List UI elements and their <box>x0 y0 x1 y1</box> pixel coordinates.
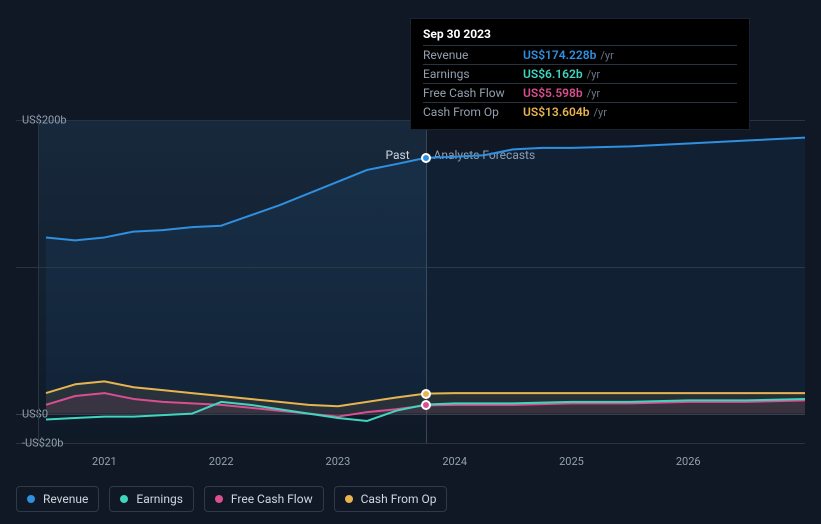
tooltip-row-label: Revenue <box>423 48 523 62</box>
tooltip-date: Sep 30 2023 <box>423 27 737 41</box>
series-marker-revenue <box>421 153 431 163</box>
tooltip-row-label: Earnings <box>423 67 523 81</box>
x-axis-label: 2025 <box>559 455 584 468</box>
hover-tooltip: Sep 30 2023 Revenue US$174.228b /yr Earn… <box>410 18 750 130</box>
series-svg <box>16 120 805 443</box>
series-marker-cash_from_op <box>421 389 431 399</box>
tooltip-row-value: US$5.598b <box>523 86 583 100</box>
tooltip-row-unit: /yr <box>587 68 600 81</box>
legend-dot-icon <box>215 495 223 503</box>
legend-item-label: Free Cash Flow <box>231 492 313 506</box>
tooltip-row: Revenue US$174.228b /yr <box>423 45 737 64</box>
x-axis-label: 2022 <box>209 455 234 468</box>
legend-dot-icon <box>27 495 35 503</box>
plot-area[interactable]: US$200bUS$0-US$20bPastAnalysts Forecasts <box>16 120 805 443</box>
tooltip-row-label: Cash From Op <box>423 105 523 119</box>
tooltip-row-unit: /yr <box>600 49 613 62</box>
tooltip-row: Cash From Op US$13.604b /yr <box>423 102 737 121</box>
tooltip-row-value: US$6.162b <box>523 67 583 81</box>
financial-forecast-chart: US$200bUS$0-US$20bPastAnalysts Forecasts… <box>0 0 821 524</box>
legend-item-label: Cash From Op <box>361 492 437 506</box>
series-area-revenue <box>46 138 805 414</box>
legend-dot-icon <box>120 495 128 503</box>
legend-item-revenue[interactable]: Revenue <box>16 486 99 512</box>
tooltip-row-value: US$13.604b <box>523 105 590 119</box>
tooltip-row-value: US$174.228b <box>523 48 596 62</box>
legend-item-label: Earnings <box>136 492 183 506</box>
gridline <box>16 443 805 444</box>
legend: Revenue Earnings Free Cash Flow Cash Fro… <box>16 486 447 512</box>
legend-item-free_cash_flow[interactable]: Free Cash Flow <box>204 486 324 512</box>
tooltip-row-unit: /yr <box>594 106 607 119</box>
series-marker-free_cash_flow <box>421 400 431 410</box>
tooltip-row-label: Free Cash Flow <box>423 86 523 100</box>
x-axis-label: 2024 <box>442 455 467 468</box>
x-axis-label: 2026 <box>676 455 701 468</box>
legend-item-label: Revenue <box>43 492 88 506</box>
legend-dot-icon <box>345 495 353 503</box>
tooltip-row: Earnings US$6.162b /yr <box>423 64 737 83</box>
tooltip-row-unit: /yr <box>587 87 600 100</box>
x-axis-label: 2023 <box>326 455 351 468</box>
legend-item-cash_from_op[interactable]: Cash From Op <box>334 486 448 512</box>
x-axis-label: 2021 <box>92 455 117 468</box>
legend-item-earnings[interactable]: Earnings <box>109 486 194 512</box>
tooltip-row: Free Cash Flow US$5.598b /yr <box>423 83 737 102</box>
